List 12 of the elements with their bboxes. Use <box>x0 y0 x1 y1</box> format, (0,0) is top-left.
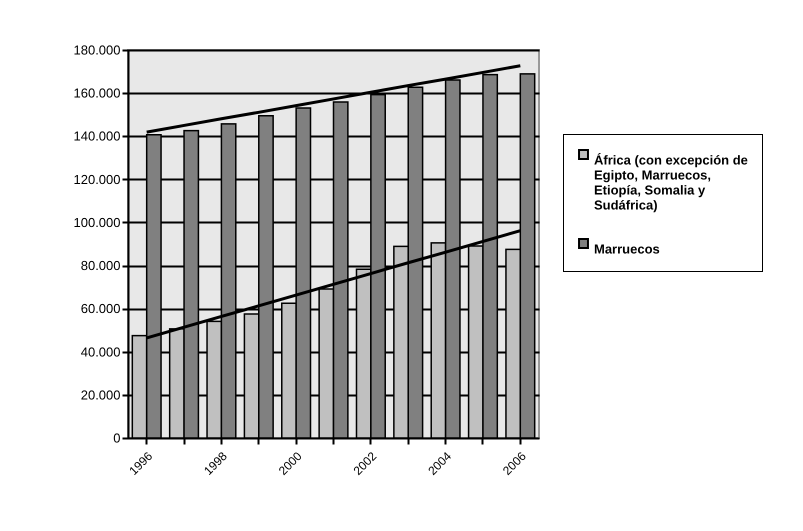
y-tick-label: 140.000 <box>74 128 120 144</box>
legend-label: Marruecos <box>594 242 660 256</box>
y-tick-label: 60.000 <box>80 301 120 316</box>
y-tick-label: 120.000 <box>74 172 120 187</box>
y-tick-label: 100.000 <box>74 214 120 230</box>
y-tick-label: 0 <box>113 430 120 446</box>
y-tick-label: 180.000 <box>74 42 120 58</box>
legend-label: África (con excepción de Egipto, Marruecos, Etiopía, Somalia y Sudáfrica) <box>594 152 748 212</box>
y-tick-label: 20.000 <box>80 387 120 402</box>
y-tick-label: 40.000 <box>80 344 120 360</box>
y-tick-label: 80.000 <box>80 258 120 274</box>
y-tick-label: 160.000 <box>74 86 120 101</box>
